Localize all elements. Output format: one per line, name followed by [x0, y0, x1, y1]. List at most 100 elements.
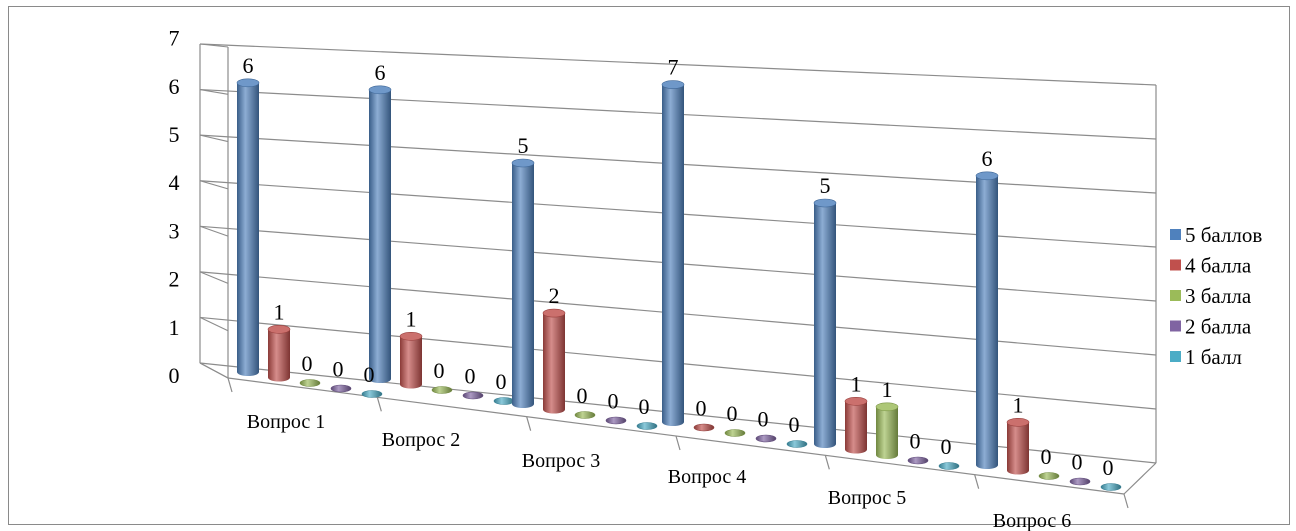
side-gridline: [199, 134, 229, 143]
data-label: 0: [608, 389, 619, 414]
bar-4-4: [938, 462, 960, 470]
y-tick-label: 7: [169, 26, 180, 51]
bar-5-4: [1100, 483, 1122, 491]
data-label: 5: [820, 173, 831, 198]
bar-body: [845, 401, 867, 454]
bar-flat: [907, 456, 929, 465]
bar-2-4: [636, 422, 658, 430]
data-label: 0: [434, 358, 445, 383]
bar-flat: [755, 434, 777, 443]
bar-body: [876, 406, 898, 459]
bar-flat: [299, 379, 321, 387]
x-category-label: Вопрос 6: [993, 510, 1071, 531]
bar-flat: [1038, 472, 1060, 480]
side-gridline: [199, 225, 229, 237]
category-tick: [376, 397, 382, 412]
data-label: 6: [243, 53, 254, 78]
category-tick: [974, 474, 980, 489]
chart-frame: [8, 6, 1290, 525]
bar-flat: [938, 462, 960, 470]
y-tick-label: 2: [169, 267, 180, 292]
bar-body: [369, 89, 391, 384]
bar-body: [543, 313, 565, 414]
bar-0-2: [299, 379, 321, 387]
bar-flat: [431, 386, 453, 394]
bar-4-3: [907, 456, 929, 465]
bar-body: [512, 163, 534, 408]
bar-top: [542, 308, 566, 318]
bar-5-3: [1069, 477, 1091, 486]
x-category-label: Вопрос 2: [382, 429, 460, 451]
bar-0-4: [361, 390, 383, 398]
y-tick-label: 0: [169, 363, 180, 388]
category-tick: [526, 416, 532, 431]
legend-label: 5 баллов: [1185, 223, 1262, 247]
bar-flat: [1100, 483, 1122, 491]
bar-2-2: [574, 411, 596, 419]
plot-area: [199, 43, 1157, 509]
legend: 5 баллов 4 балла 3 балла 2 балла 1 балл: [1170, 223, 1262, 369]
bar-0-3: [330, 384, 352, 393]
bar-3-1: [693, 423, 715, 432]
data-label: 1: [1013, 392, 1024, 417]
bar-flat: [361, 390, 383, 398]
bar-flat: [493, 397, 515, 405]
legend-swatch: [1170, 290, 1181, 301]
data-label: 0: [789, 412, 800, 437]
bar-3-4: [786, 440, 808, 448]
bar-flat: [786, 440, 808, 448]
bar-flat: [462, 391, 484, 400]
bar-3-3: [755, 434, 777, 443]
bar-body: [237, 82, 259, 377]
data-label: 0: [696, 396, 707, 421]
data-label: 2: [549, 283, 560, 308]
data-label: 0: [910, 429, 921, 454]
legend-swatch: [1170, 351, 1181, 362]
legend-item: 4 балла: [1170, 254, 1252, 278]
bar-2-0: [511, 158, 535, 408]
data-label: 6: [982, 146, 993, 171]
bar-5-2: [1038, 472, 1060, 480]
bar-flat: [693, 423, 715, 432]
legend-swatch: [1170, 229, 1181, 240]
legend-label: 3 балла: [1185, 284, 1252, 308]
legend-item: 5 баллов: [1170, 223, 1262, 247]
y-tick-label: 4: [169, 170, 180, 195]
data-label: 1: [274, 299, 285, 324]
bar-top: [236, 78, 260, 88]
data-label: 7: [668, 55, 679, 80]
bar-top: [1006, 417, 1030, 427]
bar-3-2: [724, 429, 746, 437]
data-label: 0: [577, 383, 588, 408]
bar-top: [511, 158, 535, 168]
bar-1-3: [462, 391, 484, 400]
x-category-label: Вопрос 1: [247, 411, 325, 433]
bar-top: [875, 402, 899, 412]
x-category-label: Вопрос 4: [668, 466, 746, 488]
legend-item: 2 балла: [1170, 315, 1252, 339]
data-label: 0: [496, 369, 507, 394]
side-gridline: [199, 180, 229, 190]
data-label: 0: [1072, 450, 1083, 475]
bar-1-0: [368, 85, 392, 384]
data-label: 0: [1103, 455, 1114, 480]
bar-top: [975, 171, 999, 181]
legend-item: 1 балл: [1170, 345, 1242, 369]
bar-flat: [1069, 477, 1091, 486]
bar-1-1: [399, 331, 423, 389]
data-label: 0: [333, 357, 344, 382]
bar-flat: [574, 411, 596, 419]
bar-top: [661, 80, 685, 89]
legend-swatch: [1170, 259, 1181, 271]
bar-2-3: [605, 416, 627, 425]
bar-1-2: [431, 386, 453, 394]
bar-body: [976, 175, 998, 470]
legend-item: 3 балла: [1170, 284, 1252, 308]
bar-4-0: [813, 198, 837, 448]
data-label: 0: [1041, 444, 1052, 469]
data-label: 5: [518, 133, 529, 158]
bar-2-1: [542, 308, 566, 414]
data-label: 0: [639, 394, 650, 419]
side-gridline: [199, 89, 229, 95]
data-label: 1: [851, 371, 862, 396]
